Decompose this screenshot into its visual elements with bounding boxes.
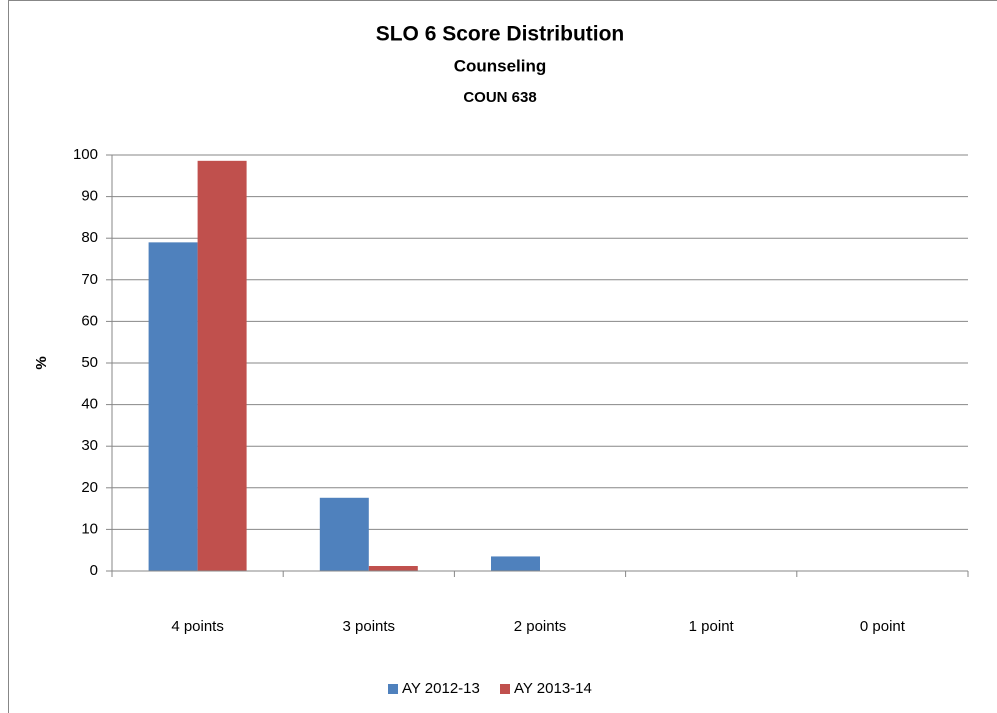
y-tick-label: 90 xyxy=(81,188,98,205)
y-tick-label: 0 xyxy=(90,562,98,579)
bar xyxy=(148,242,198,572)
x-tick-label: 0 point xyxy=(860,618,906,635)
x-tick-label: 4 points xyxy=(171,618,224,635)
legend-label: AY 2013-14 xyxy=(514,680,592,697)
x-tick-label: 3 points xyxy=(343,618,396,635)
bar xyxy=(491,556,540,571)
x-tick-label: 2 points xyxy=(514,618,567,635)
legend-swatch xyxy=(388,684,398,694)
chart-subtitle: Counseling xyxy=(454,56,547,75)
y-tick-label: 100 xyxy=(73,146,98,163)
chart-title: SLO 6 Score Distribution xyxy=(376,23,625,46)
y-tick-label: 30 xyxy=(81,437,98,454)
x-tick-label: 1 point xyxy=(689,618,735,635)
legend-swatch xyxy=(500,684,510,694)
y-tick-label: 40 xyxy=(81,396,98,413)
legend-label: AY 2012-13 xyxy=(402,680,480,697)
y-tick-label: 10 xyxy=(81,520,98,537)
y-tick-label: 80 xyxy=(81,229,98,246)
y-tick-label: 20 xyxy=(81,479,98,496)
chart-subtitle: COUN 638 xyxy=(463,89,536,106)
bar xyxy=(197,160,247,571)
y-tick-label: 60 xyxy=(81,312,98,329)
bar xyxy=(319,497,369,571)
y-axis-label: % xyxy=(33,356,50,369)
y-tick-label: 50 xyxy=(81,354,98,371)
bar xyxy=(368,566,418,571)
y-tick-label: 70 xyxy=(81,271,98,288)
